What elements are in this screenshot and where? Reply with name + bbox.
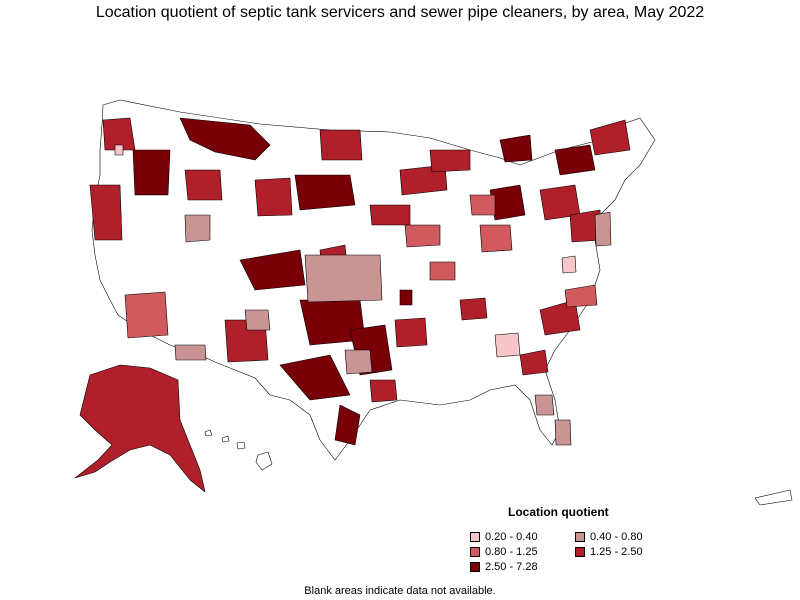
legend-swatch — [575, 547, 585, 557]
legend-label: 1.25 - 2.50 — [590, 546, 643, 558]
legend-swatch — [470, 532, 480, 542]
legend-swatch — [575, 532, 585, 542]
legend-label: 0.20 - 0.40 — [485, 531, 538, 543]
map-title: Location quotient of septic tank service… — [95, 4, 705, 21]
legend-item-0: 0.20 - 0.40 — [470, 531, 538, 543]
legend-swatch — [470, 562, 480, 572]
legend-label: 2.50 - 7.28 — [485, 561, 538, 573]
legend-item-2: 0.80 - 1.25 — [470, 546, 538, 558]
legend-item-1: 0.40 - 0.80 — [575, 531, 643, 543]
legend-item-4: 2.50 - 7.28 — [470, 561, 538, 573]
legend-label: 0.40 - 0.80 — [590, 531, 643, 543]
legend-title: Location quotient — [508, 505, 609, 519]
legend-label: 0.80 - 1.25 — [485, 546, 538, 558]
legend-item-3: 1.25 - 2.50 — [575, 546, 643, 558]
footnote: Blank areas indicate data not available. — [304, 585, 496, 597]
hawaii — [204, 429, 273, 471]
legend-swatch — [470, 547, 480, 557]
puerto-rico — [754, 489, 793, 506]
alaska — [74, 364, 206, 493]
